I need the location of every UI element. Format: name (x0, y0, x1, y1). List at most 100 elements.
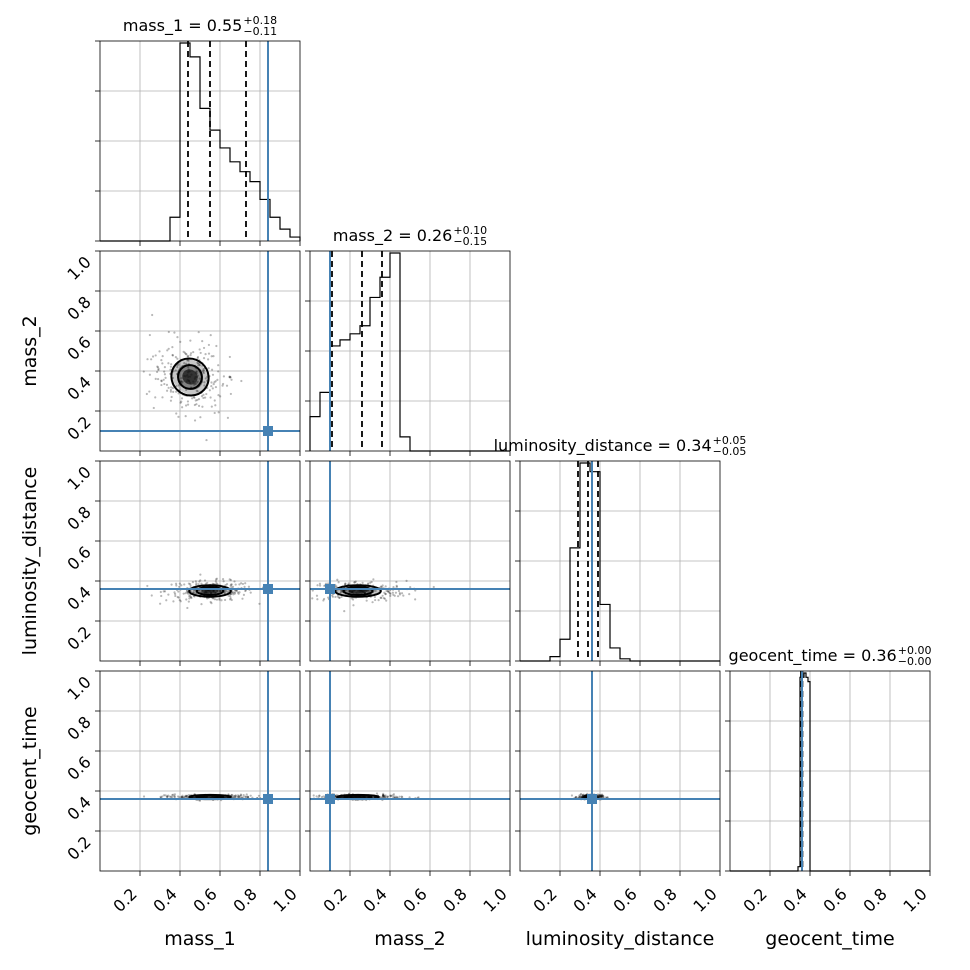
sample-point (386, 795, 389, 798)
sample-point (241, 597, 244, 600)
sample-point (180, 397, 184, 400)
sample-point (216, 378, 219, 381)
sample-point (214, 580, 217, 583)
sample-point (596, 793, 600, 796)
sample-point (234, 795, 237, 798)
sample-point (240, 379, 243, 383)
sample-point (581, 795, 584, 799)
grid-lines (520, 461, 720, 661)
sample-point (340, 590, 343, 594)
sample-point (199, 573, 202, 576)
sample-point (179, 600, 182, 603)
sample-point (343, 583, 347, 586)
scatter-panel-mass_1-luminosity_distance: 0.2 0.4 0.6 0.8 1.0 (63, 460, 301, 666)
sample-point (381, 793, 385, 797)
sample-point (209, 334, 212, 337)
sample-point (167, 362, 170, 365)
sample-point (393, 594, 396, 597)
sample-point (151, 313, 154, 317)
sample-point (600, 793, 604, 796)
sample-point (408, 796, 411, 799)
sample-point (401, 795, 404, 799)
sample-point (322, 599, 325, 602)
x-tick-label: 0.4 (359, 884, 390, 915)
sample-point (199, 351, 202, 355)
sample-point (161, 396, 164, 399)
sample-point (336, 595, 339, 598)
sample-point (204, 353, 207, 356)
sample-point (192, 350, 195, 354)
x-tick-label: 1.0 (899, 884, 930, 915)
sample-point (186, 400, 190, 403)
sample-point (210, 355, 213, 358)
y-tick-label: 1.0 (63, 462, 94, 493)
sample-point (598, 794, 601, 797)
sample-point (377, 599, 380, 602)
sample-point (154, 396, 157, 399)
sample-point (228, 578, 231, 581)
sample-point (176, 364, 179, 367)
sample-point (213, 399, 216, 402)
sample-point (395, 585, 399, 588)
sample-point (381, 794, 384, 797)
sample-point (386, 590, 390, 593)
sample-point (210, 405, 213, 408)
sample-point (224, 584, 227, 587)
sample-point (223, 591, 226, 594)
sample-point (185, 794, 188, 798)
sample-point (235, 589, 238, 592)
sample-point (182, 592, 185, 595)
sample-point (231, 796, 235, 799)
sample-point (385, 599, 388, 602)
truth-marker (325, 584, 335, 594)
sample-point (381, 594, 384, 597)
sample-point (370, 580, 373, 584)
sample-point (187, 359, 190, 362)
sample-point (142, 370, 145, 373)
sample-point (218, 598, 221, 601)
sample-point (167, 593, 170, 596)
sample-point (212, 383, 215, 386)
sample-point (184, 404, 188, 407)
y-tick-label: 0.4 (63, 792, 94, 823)
grid-lines (310, 671, 510, 871)
sample-point (171, 346, 174, 349)
sample-point (184, 352, 187, 355)
x-axis-label-mass_1: mass_1 (164, 928, 236, 950)
sample-point (304, 796, 306, 798)
sample-point (167, 330, 170, 334)
hist-title-mass_1: mass_1 = 0.55 +0.18−0.11 (123, 14, 277, 38)
sample-point (161, 355, 164, 358)
sample-point (171, 795, 174, 799)
sample-point (230, 592, 233, 596)
sample-point (197, 404, 201, 407)
sample-point (242, 593, 246, 596)
sample-point (600, 794, 603, 797)
sample-point (242, 793, 245, 797)
y-tick-label: 0.2 (63, 412, 94, 443)
sample-point (337, 581, 340, 584)
sample-point (319, 584, 322, 587)
sample-point (207, 367, 210, 370)
sample-point (598, 796, 601, 799)
sample-point (580, 796, 583, 799)
sample-point (170, 363, 173, 366)
sample-point (222, 580, 225, 583)
sample-point (196, 362, 200, 365)
sample-point (323, 597, 326, 601)
x-tick-label: 0.2 (319, 884, 350, 915)
sample-point (597, 795, 600, 798)
sample-point (303, 796, 305, 798)
sample-point (177, 590, 180, 593)
sample-point (205, 392, 208, 396)
sample-point (166, 795, 169, 799)
sample-point (372, 578, 375, 581)
x-tick-label: 0.6 (399, 884, 430, 915)
grid-lines (520, 671, 720, 871)
histogram-step (730, 672, 930, 872)
sample-point (598, 793, 602, 796)
title-text: luminosity_distance = 0.34 (494, 436, 712, 456)
y-tick-label: 0.2 (63, 832, 94, 863)
sample-point (173, 795, 176, 798)
sample-point (200, 582, 203, 585)
